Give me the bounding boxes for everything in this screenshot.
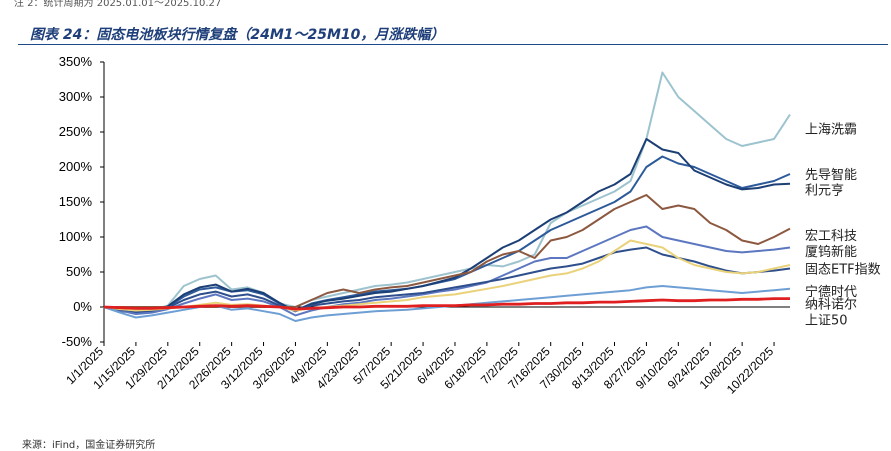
series-line-宁德时代 xyxy=(103,239,791,312)
series-line-先导智能 xyxy=(103,155,791,314)
chart-series xyxy=(103,71,791,322)
end-label-固态ETF指数: 固态ETF指数 xyxy=(805,263,881,278)
y-tick-label: 0% xyxy=(73,299,92,314)
end-label-先导智能: 先导智能 xyxy=(805,168,857,183)
period-note: 注 2：统计周期为 2025.01.01～2025.10.27 xyxy=(14,0,222,9)
end-label-宁德时代: 宁德时代 xyxy=(805,284,857,300)
chart-title: 图表 24：固态电池板块行情复盘（24M1～25M10，月涨跌幅） xyxy=(30,27,445,43)
y-tick-label: 150% xyxy=(59,194,93,209)
end-label-厦钨新能: 厦钨新能 xyxy=(805,244,857,260)
end-label-上证50: 上证50 xyxy=(805,314,848,329)
end-label-宏工科技: 宏工科技 xyxy=(805,229,857,244)
end-label-上海洗霸: 上海洗霸 xyxy=(805,123,857,138)
y-tick-label: -50% xyxy=(62,334,93,349)
y-tick-label: 300% xyxy=(59,89,93,104)
y-tick-label: 50% xyxy=(66,264,92,279)
title-bar: 图表 24：固态电池板块行情复盘（24M1～25M10，月涨跌幅） xyxy=(18,22,888,45)
y-tick-label: 250% xyxy=(59,124,93,139)
y-tick-label: 200% xyxy=(59,159,93,174)
series-line-厦钨新能 xyxy=(103,225,791,317)
y-tick-label: 350% xyxy=(59,54,93,69)
end-label-纳科诺尔: 纳科诺尔 xyxy=(805,298,857,313)
source-note: 来源：iFind，国金证券研究所 xyxy=(22,440,156,451)
series-line-上海洗霸 xyxy=(103,71,791,314)
series-line-上证50 xyxy=(103,297,790,311)
y-tick-label: 100% xyxy=(59,229,93,244)
end-label-利元亨: 利元亨 xyxy=(805,182,844,198)
chart-axes: -50%0%50%100%150%200%250%300%350%1/1/202… xyxy=(59,54,790,397)
series-line-利元亨 xyxy=(103,138,791,313)
